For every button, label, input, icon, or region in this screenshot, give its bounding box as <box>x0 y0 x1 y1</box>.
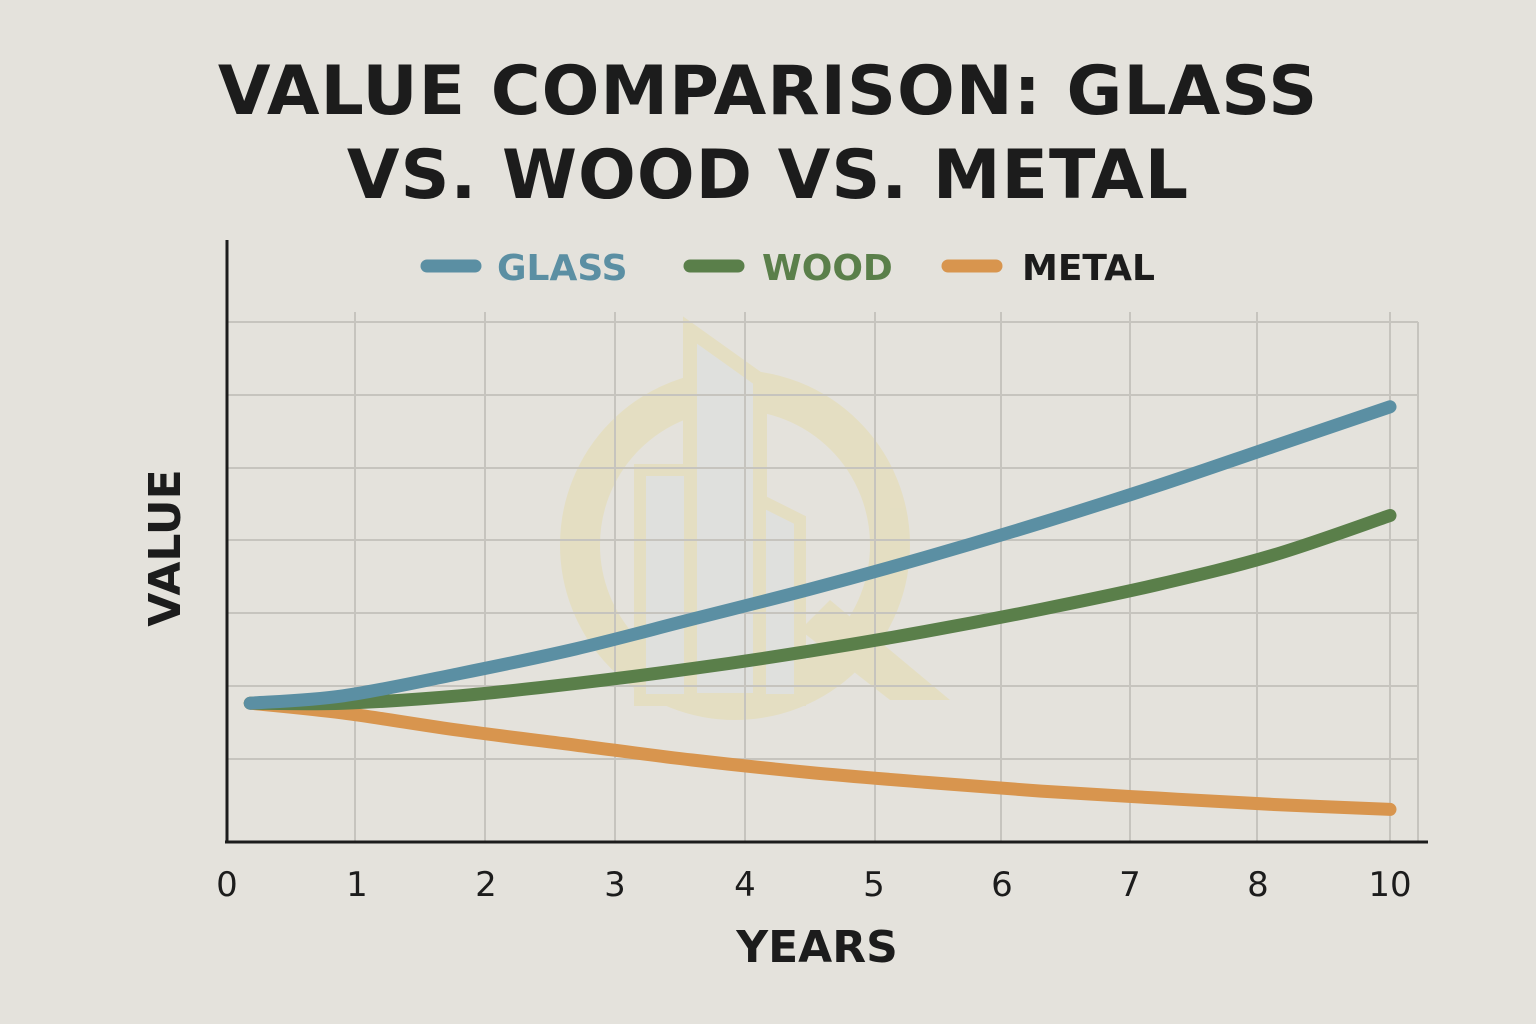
chart-title-line-1: VALUE COMPARISON: GLASS <box>217 52 1319 131</box>
x-tick-label: 4 <box>734 865 756 905</box>
x-tick-label: 5 <box>863 865 885 905</box>
legend-label-glass: GLASS <box>497 248 628 289</box>
chart-title-line-2: VS. WOOD VS. METAL <box>346 136 1190 215</box>
watermark-logo <box>560 316 950 720</box>
x-tick-label: 6 <box>991 865 1013 905</box>
x-tick-label: 0 <box>216 865 238 905</box>
legend-label-wood: WOOD <box>762 248 893 289</box>
grid-lines <box>227 312 1419 842</box>
y-axis-label: VALUE <box>140 469 191 626</box>
chart-title: VALUE COMPARISON: GLASS VS. WOOD VS. MET… <box>0 50 1536 218</box>
x-tick-label: 1 <box>346 865 368 905</box>
series-line-metal <box>243 696 1397 816</box>
x-axis-label: YEARS <box>735 922 898 973</box>
x-tick-label: 7 <box>1119 865 1141 905</box>
series-line-glass <box>243 400 1397 710</box>
x-tick-label: 10 <box>1368 865 1411 905</box>
x-tick-labels: 0 1 2 3 4 5 6 7 8 10 <box>216 865 1411 905</box>
x-tick-label: 3 <box>604 865 626 905</box>
x-tick-label: 2 <box>475 865 497 905</box>
x-tick-label: 8 <box>1247 865 1269 905</box>
legend: GLASS WOOD METAL <box>420 248 1155 289</box>
legend-label-metal: METAL <box>1022 248 1155 289</box>
series-lines <box>243 400 1397 816</box>
series-line-wood <box>243 508 1397 711</box>
